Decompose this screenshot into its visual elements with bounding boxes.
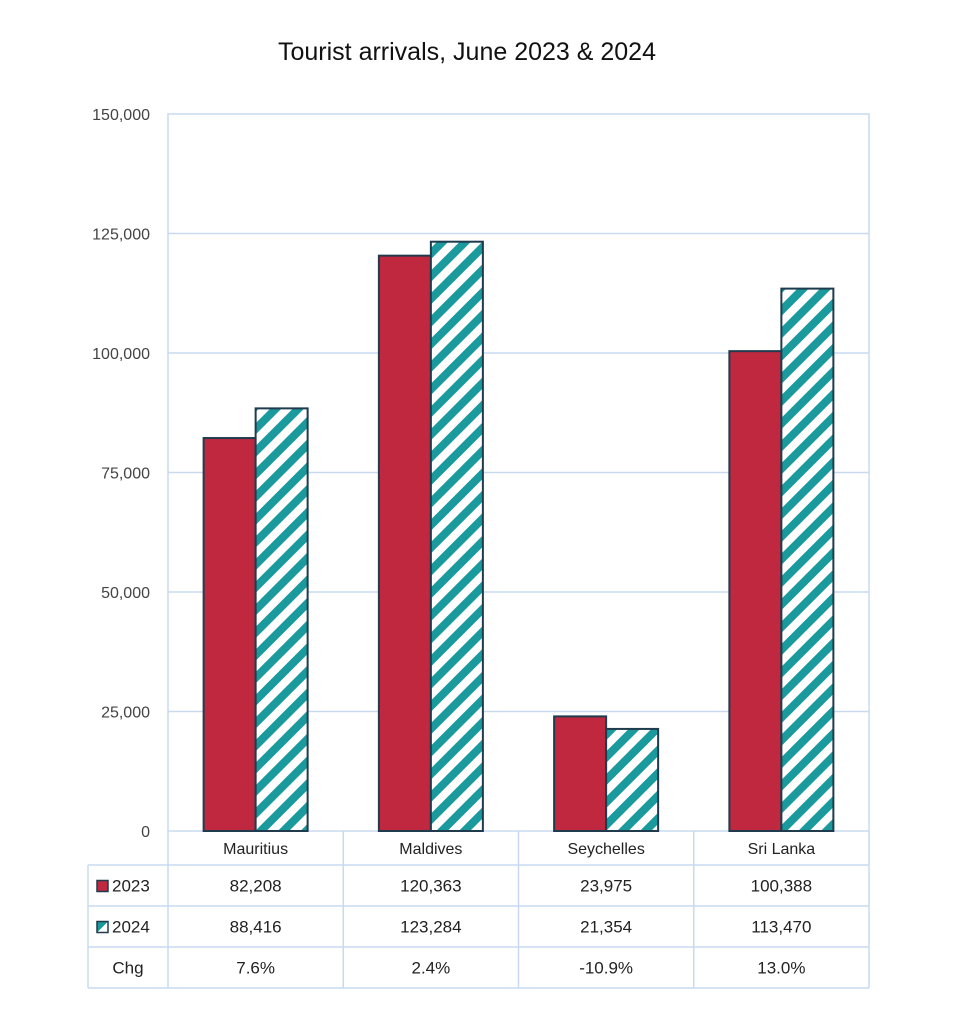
bar-2023-sri-lanka	[728, 350, 783, 832]
table-cell: 100,388	[751, 877, 812, 896]
y-tick-label: 50,000	[101, 585, 150, 602]
table-cell: 13.0%	[757, 959, 805, 978]
table-cell: 113,470	[751, 918, 811, 937]
bar-2024-seychelles	[605, 727, 660, 832]
table-cell: 7.6%	[236, 959, 275, 978]
table-cell: 120,363	[400, 877, 461, 896]
legend-label: 2023	[112, 877, 150, 896]
category-label: Mauritius	[223, 841, 288, 858]
bar-2023-maldives	[377, 254, 432, 832]
bar-2024-sri-lanka	[780, 287, 835, 832]
table-cell: 21,354	[580, 918, 632, 937]
table-cell: 123,284	[400, 918, 461, 937]
category-label: Maldives	[399, 841, 462, 858]
bar-2023-seychelles	[553, 715, 608, 832]
table-cell: -10.9%	[579, 959, 633, 978]
y-tick-label: 75,000	[101, 466, 150, 483]
y-tick-label: 150,000	[92, 107, 150, 124]
bar-2024-maldives	[429, 240, 484, 833]
table-cell: 2.4%	[412, 959, 451, 978]
row-label: Chg	[112, 959, 143, 978]
bar-2024-mauritius	[254, 407, 309, 832]
table-row: 2024 88,416 123,284 21,354 113,470	[96, 918, 811, 937]
chart-title: Tourist arrivals, June 2023 & 2024	[278, 38, 656, 66]
table-row: 2023 82,208 120,363 23,975 100,388	[96, 877, 812, 896]
category-label: Sri Lanka	[748, 841, 816, 858]
table-row: Chg 7.6% 2.4% -10.9% 13.0%	[112, 959, 805, 978]
y-axis-ticks: 0 25,000 50,000 75,000 100,000 125,000 150,000	[92, 107, 150, 841]
data-table: Mauritius Maldives Seychelles Sri Lanka 2023…	[87, 831, 870, 989]
y-tick-label: 0	[141, 824, 150, 841]
bar-2023-mauritius	[202, 437, 257, 832]
y-tick-label: 125,000	[92, 227, 150, 244]
y-tick-label: 25,000	[101, 705, 150, 722]
legend-swatch	[96, 920, 109, 934]
legend-swatch	[96, 879, 109, 893]
y-tick-label: 100,000	[92, 346, 150, 363]
table-cell: 88,416	[230, 918, 282, 937]
category-label: Seychelles	[567, 841, 644, 858]
legend-label: 2024	[112, 918, 150, 937]
table-cell: 82,208	[230, 877, 282, 896]
table-cell: 23,975	[580, 877, 632, 896]
bars	[202, 240, 835, 833]
